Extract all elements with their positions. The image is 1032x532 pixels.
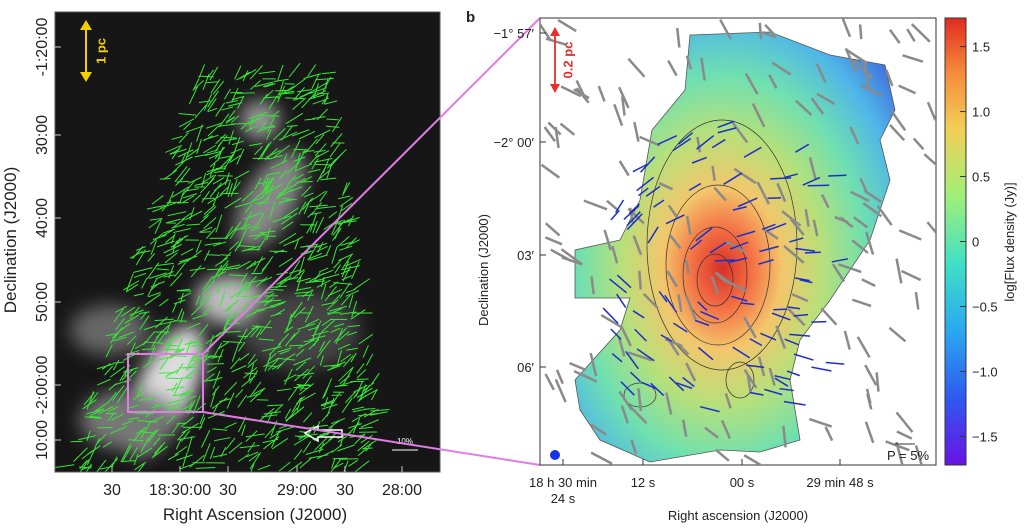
scale-label: 0.2 pc [560, 42, 575, 79]
y-tick-label: -1:20:00 [34, 18, 51, 77]
vector [177, 181, 190, 182]
y-tick-label: −1° 57′ [493, 26, 534, 41]
y-tick-label: 50:00 [34, 282, 51, 322]
x-tick-label: 30 [336, 482, 354, 499]
vector [174, 321, 187, 322]
x-tick-label: 12 s [631, 475, 656, 490]
vector [315, 164, 332, 165]
x-tick-label: 18 h 30 min [529, 475, 597, 490]
x-tick-label: 28:00 [382, 482, 422, 499]
y-axis-label: Declination (J2000) [1, 167, 20, 313]
vector [773, 309, 787, 310]
colorbar-tick-label: 0.5 [972, 170, 990, 185]
y-tick-label: −2° 00′ [493, 135, 534, 150]
y-tick-label: 30:00 [34, 115, 51, 155]
y-tick-label: -2:00:00 [34, 356, 51, 415]
colorbar-tick-label: −1.5 [972, 429, 998, 444]
colorbar-tick-label: 1.0 [972, 105, 990, 120]
vector [339, 459, 358, 460]
vector [805, 252, 821, 253]
panel-label: b [466, 9, 475, 26]
x-axis-label: Right ascension (J2000) [668, 508, 808, 523]
vector [216, 168, 226, 169]
x-tick-label: 24 s [551, 491, 576, 506]
scale-label: 1 pc [93, 38, 108, 64]
vector [715, 260, 735, 261]
vector [166, 378, 181, 379]
vector [808, 185, 830, 186]
vector [237, 93, 255, 94]
x-tick-label: 00 s [730, 475, 755, 490]
vector [164, 345, 178, 346]
colorbar-tick-label: −0.5 [972, 299, 998, 314]
figure: 1 pc 10% Right Ascension (J2000) Declina… [0, 0, 1032, 527]
x-tick-label: 18:30:00 [149, 482, 211, 499]
x-tick-label: 29:00 [277, 482, 317, 499]
x-tick-label: 30 [103, 482, 121, 499]
beam [550, 450, 560, 460]
y-tick-label: 40:00 [34, 198, 51, 238]
vector [760, 23, 761, 39]
x-tick-label: 30 [219, 482, 237, 499]
y-tick-label: 03′ [517, 248, 534, 263]
y-tick-label: 10:00 [34, 420, 51, 460]
vector [198, 76, 213, 77]
colorbar-tick-label: −1.0 [972, 364, 998, 379]
vector [812, 322, 827, 323]
vector [860, 24, 861, 39]
vector [160, 178, 171, 179]
colorbar-tick-label: 0 [972, 235, 979, 250]
x-tick-label: 29 min 48 s [806, 475, 874, 490]
y-axis-label: Declination (J2000) [476, 214, 491, 326]
vector [200, 232, 211, 233]
vector [639, 271, 640, 290]
vector [770, 178, 791, 179]
y-tick-label: 06′ [517, 360, 534, 375]
x-axis-label: Right Ascension (J2000) [163, 505, 347, 524]
colorbar-label: log[Flux density (Jy)] [1002, 182, 1017, 301]
vector [828, 175, 846, 176]
colorbar-tick-label: 1.5 [972, 40, 990, 55]
vector-scale-label: P = 5% [887, 448, 929, 463]
page: { "left_panel": { "scale_bar": "1 pc", "… [0, 0, 1032, 532]
vector [207, 364, 224, 365]
